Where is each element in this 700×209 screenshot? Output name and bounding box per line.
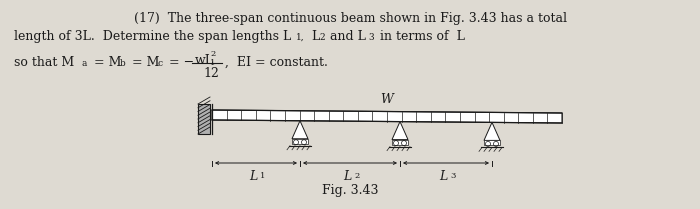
Polygon shape bbox=[212, 110, 562, 123]
Text: 2: 2 bbox=[210, 50, 216, 58]
Text: L: L bbox=[343, 170, 351, 183]
Polygon shape bbox=[292, 121, 308, 139]
Text: = −: = − bbox=[165, 56, 194, 69]
Text: 1,: 1, bbox=[296, 33, 304, 42]
Text: 2: 2 bbox=[319, 33, 325, 42]
Text: W: W bbox=[381, 93, 393, 106]
Bar bbox=[198, 104, 210, 134]
Text: 12: 12 bbox=[203, 67, 219, 80]
Text: = M: = M bbox=[90, 56, 122, 69]
Text: 1: 1 bbox=[260, 172, 265, 180]
Text: 1: 1 bbox=[210, 59, 216, 67]
Bar bbox=[292, 139, 308, 144]
Text: 3: 3 bbox=[368, 33, 374, 42]
Text: 2: 2 bbox=[354, 172, 359, 180]
Text: (17)  The three-span continuous beam shown in Fig. 3.43 has a total: (17) The three-span continuous beam show… bbox=[134, 12, 566, 25]
Text: length of 3L.  Determine the span lengths L: length of 3L. Determine the span lengths… bbox=[14, 30, 291, 43]
Polygon shape bbox=[484, 122, 500, 140]
Polygon shape bbox=[392, 122, 408, 140]
Bar bbox=[392, 140, 408, 145]
Text: 3: 3 bbox=[450, 172, 456, 180]
Text: b: b bbox=[120, 59, 126, 68]
Text: L: L bbox=[249, 170, 257, 183]
Text: wL: wL bbox=[195, 54, 214, 67]
Text: in terms of  L: in terms of L bbox=[376, 30, 465, 43]
Bar bbox=[484, 140, 500, 145]
Text: a: a bbox=[82, 59, 88, 68]
Text: and L: and L bbox=[326, 30, 366, 43]
Text: so that M: so that M bbox=[14, 56, 74, 69]
Text: L: L bbox=[439, 170, 447, 183]
Text: = M: = M bbox=[128, 56, 160, 69]
Text: ,  EI = constant.: , EI = constant. bbox=[225, 56, 328, 69]
Text: L: L bbox=[308, 30, 321, 43]
Text: Fig. 3.43: Fig. 3.43 bbox=[322, 184, 378, 197]
Text: c: c bbox=[158, 59, 163, 68]
